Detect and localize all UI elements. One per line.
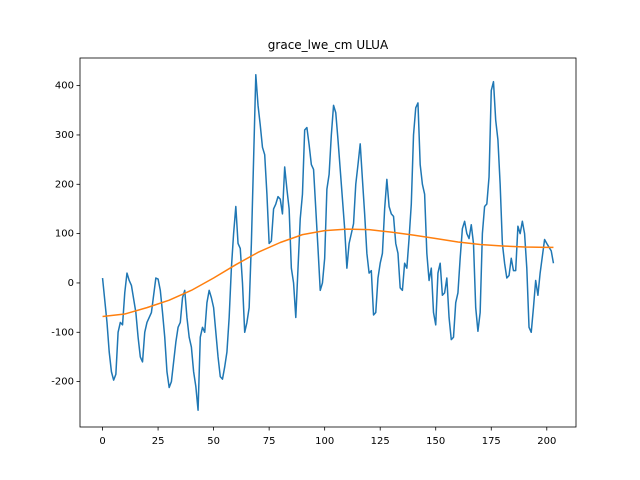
x-tick-label: 200: [537, 436, 556, 447]
x-tick-label: 50: [207, 436, 220, 447]
x-tick-label: 100: [315, 436, 334, 447]
line: [102, 228, 554, 318]
plot-frame: [79, 57, 577, 428]
y-tick-label: 0: [68, 278, 74, 289]
x-tick-label: 125: [371, 436, 390, 447]
y-tick-label: -200: [51, 377, 74, 388]
x-tick-label: 175: [482, 436, 501, 447]
x-tick-label: 25: [152, 436, 165, 447]
line: [101, 74, 555, 411]
x-tick-label: 150: [426, 436, 445, 447]
y-tick-label: 200: [55, 179, 74, 190]
chart-title: grace_lwe_cm ULUA: [268, 38, 389, 52]
x-tick-label: 75: [263, 436, 276, 447]
y-tick-label: 400: [55, 81, 74, 92]
y-tick-label: -100: [51, 327, 74, 338]
y-tick-label: 100: [55, 229, 74, 240]
y-tick-label: 300: [55, 130, 74, 141]
x-tick-label: 0: [99, 436, 105, 447]
